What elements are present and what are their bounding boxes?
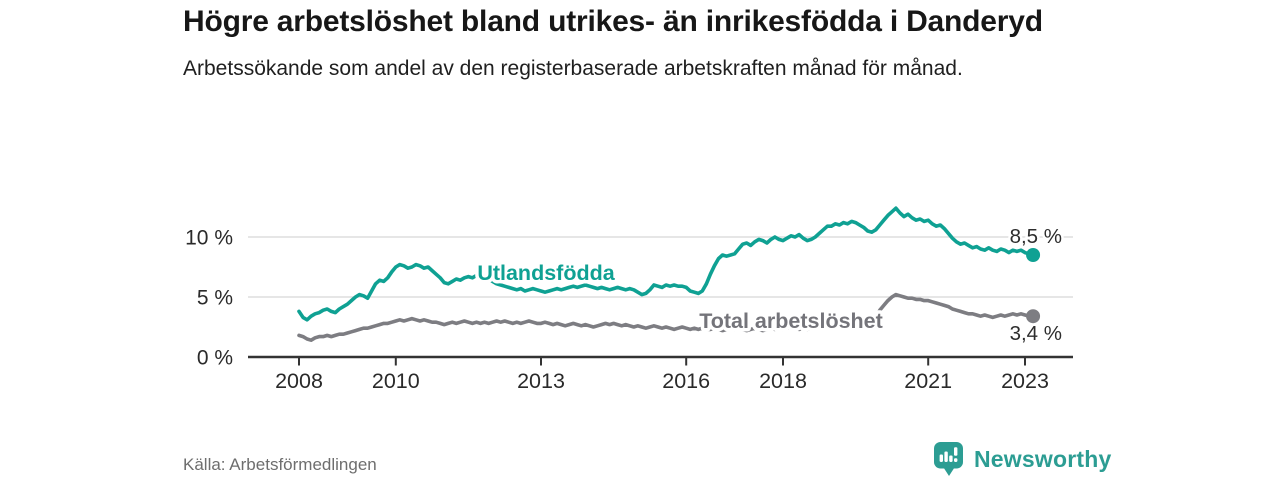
- newsworthy-logo-text: Newsworthy: [974, 446, 1112, 472]
- chart-title: Högre arbetslöshet bland utrikes- än inr…: [183, 5, 1043, 38]
- x-tick-label-2018: 2018: [759, 369, 807, 393]
- x-axis: 2008 2010 2013 2016 2018 2021 2023 0 % 5 % 10 %: [185, 227, 1073, 393]
- end-value-label-utlandsfodda: 8,5 %: [1010, 225, 1062, 248]
- x-tick-label-2008: 2008: [275, 369, 323, 393]
- newsworthy-logo[interactable]: Newsworthy: [933, 441, 1111, 478]
- x-tick-label-2010: 2010: [372, 369, 420, 393]
- y-tick-label-5: 5 %: [197, 287, 233, 310]
- bar-chart-bubble-icon: [934, 442, 963, 476]
- x-tick-label-2023: 2023: [1001, 369, 1049, 393]
- x-tick-label-2021: 2021: [904, 369, 952, 393]
- series-line-total: [297, 292, 1035, 343]
- x-tick-label-2016: 2016: [662, 369, 710, 393]
- end-value-label-total: 3,4 %: [1010, 322, 1062, 345]
- y-tick-label-10: 10 %: [185, 227, 233, 250]
- series-end-dot-total: [1026, 309, 1041, 324]
- y-tick-label-0: 0 %: [197, 347, 233, 370]
- chart-subtitle: Arbetssökande som andel av den registerb…: [183, 56, 963, 80]
- series-end-dot-utlandsfodda: [1026, 248, 1041, 262]
- gridlines: [248, 236, 1073, 298]
- series-label-utlandsfodda: Utlandsfödda: [477, 261, 615, 285]
- series-label-total: Total arbetslöshet: [699, 309, 883, 333]
- chart-labels: Utlandsfödda 8,5 % Total arbetslöshet 3,4 %: [474, 223, 1065, 348]
- series-line-utlandsfodda: [297, 206, 1035, 322]
- source-note: Källa: Arbetsförmedlingen: [183, 455, 377, 474]
- x-tick-label-2013: 2013: [517, 369, 565, 393]
- chart-header: Högre arbetslöshet bland utrikes- än inr…: [183, 2, 1083, 84]
- series-lines: [297, 206, 1041, 343]
